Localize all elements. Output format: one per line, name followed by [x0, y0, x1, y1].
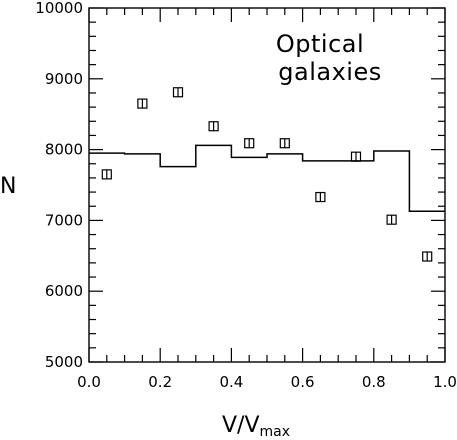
- x-axis-label: V/Vmax: [222, 413, 290, 440]
- data-point: [101, 169, 112, 180]
- x-tick-label: 1.0: [433, 373, 457, 391]
- data-point: [208, 121, 219, 132]
- x-tick-label: 0.8: [362, 373, 386, 391]
- x-axis-label-main: V/V: [222, 413, 260, 438]
- data-point: [315, 191, 326, 203]
- x-tick-labels: 0.0 0.2 0.4 0.6 0.8 1.0: [77, 373, 457, 391]
- x-tick-label: 0.6: [291, 373, 315, 391]
- y-tick-label: 7000: [45, 211, 83, 229]
- x-axis-label-subscript: max: [260, 424, 291, 440]
- annotation-line-2: galaxies: [278, 58, 381, 86]
- x-tick-label: 0.0: [77, 373, 101, 391]
- y-tick-label: 9000: [45, 70, 83, 88]
- x-tick-label: 0.4: [219, 373, 243, 391]
- data-point: [279, 138, 290, 149]
- y-tick-label: 5000: [45, 353, 83, 371]
- data-point: [350, 151, 362, 162]
- y-tick-label: 6000: [45, 282, 83, 300]
- data-point: [386, 214, 397, 225]
- data-point: [137, 98, 148, 109]
- data-point: [172, 87, 184, 98]
- y-tick-label: 8000: [45, 141, 83, 159]
- annotation-line-1: Optical: [276, 30, 364, 58]
- y-axis-label: N: [0, 174, 16, 199]
- x-tick-label: 0.2: [148, 373, 172, 391]
- data-point: [244, 138, 255, 149]
- plot-frame: [88, 7, 446, 363]
- data-point: [422, 251, 433, 262]
- axis-ticks: [88, 7, 446, 363]
- data-points: [101, 87, 433, 262]
- histogram-line: [89, 144, 445, 212]
- y-tick-labels: 5000 6000 7000 8000 9000 10000: [35, 0, 83, 371]
- y-tick-label: 10000: [35, 0, 83, 17]
